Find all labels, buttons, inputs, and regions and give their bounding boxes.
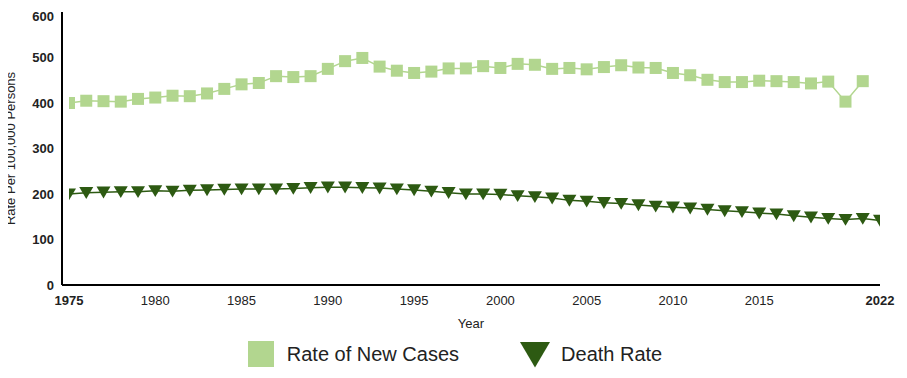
html-text:Rate of New Cases: Rate of New Cases <box>286 342 460 365</box>
svg-text:400: 400 <box>32 96 54 111</box>
svg-text:0: 0 <box>47 278 54 293</box>
html-text:Death Rate: Death Rate <box>561 342 663 365</box>
svg-text:1990: 1990 <box>313 293 342 308</box>
svg-text:2022: 2022 <box>866 293 895 308</box>
svg-text:Year: Year <box>458 316 485 330</box>
svg-text:200: 200 <box>32 187 54 202</box>
svg-text:2010: 2010 <box>658 293 687 308</box>
svg-text:Rate Per 100,000 Persons: Rate Per 100,000 Persons <box>8 71 18 225</box>
svg-text:1975: 1975 <box>55 293 84 308</box>
svg-text:500: 500 <box>32 50 54 65</box>
svg-text:2005: 2005 <box>572 293 601 308</box>
svg-text:300: 300 <box>32 141 54 156</box>
svg-text:2000: 2000 <box>486 293 515 308</box>
svg-text:1980: 1980 <box>141 293 170 308</box>
svg-text:1985: 1985 <box>227 293 256 308</box>
svg-text:600: 600 <box>32 9 54 24</box>
svg-text:100: 100 <box>32 232 54 247</box>
svg-text:2015: 2015 <box>745 293 774 308</box>
svg-text:1995: 1995 <box>400 293 429 308</box>
